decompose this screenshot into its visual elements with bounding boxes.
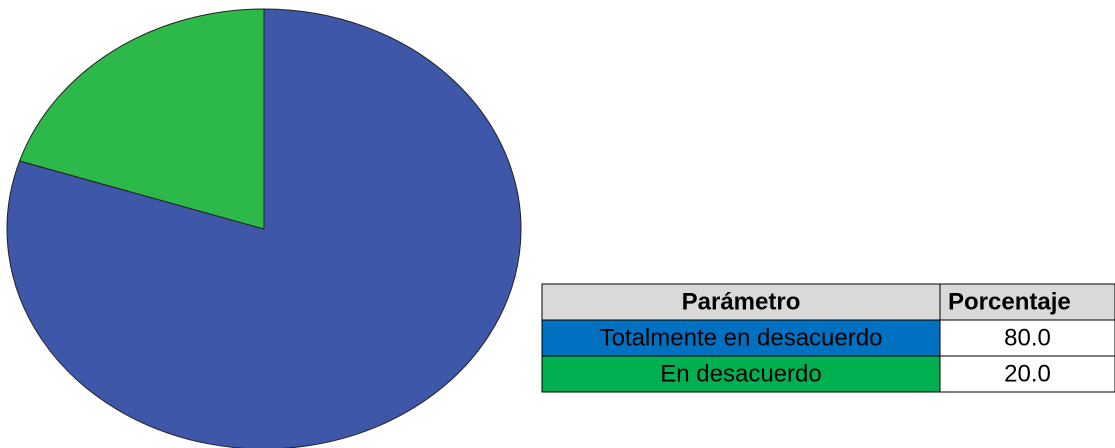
pie-slice: [6, 8, 522, 448]
category-label: En desacuerdo: [660, 360, 821, 387]
value-label: 20.0: [1004, 360, 1051, 387]
pie-slice: [18, 8, 265, 230]
value-cell: [939, 355, 1115, 393]
column-header: Parámetro: [682, 288, 801, 315]
column-header: Porcentaje: [948, 288, 1071, 315]
table-header: [541, 283, 1115, 321]
value-label: 80.0: [1004, 324, 1051, 351]
category-label: Totalmente en desacuerdo: [600, 324, 883, 351]
